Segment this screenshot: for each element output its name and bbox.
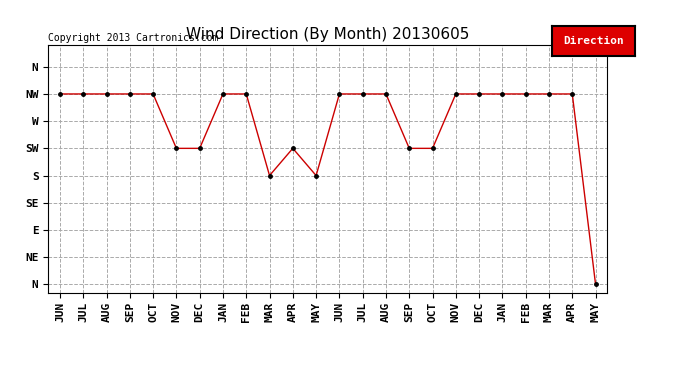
- Text: Direction: Direction: [563, 36, 624, 46]
- Title: Wind Direction (By Month) 20130605: Wind Direction (By Month) 20130605: [186, 27, 469, 42]
- Text: Copyright 2013 Cartronics.com: Copyright 2013 Cartronics.com: [48, 33, 219, 42]
